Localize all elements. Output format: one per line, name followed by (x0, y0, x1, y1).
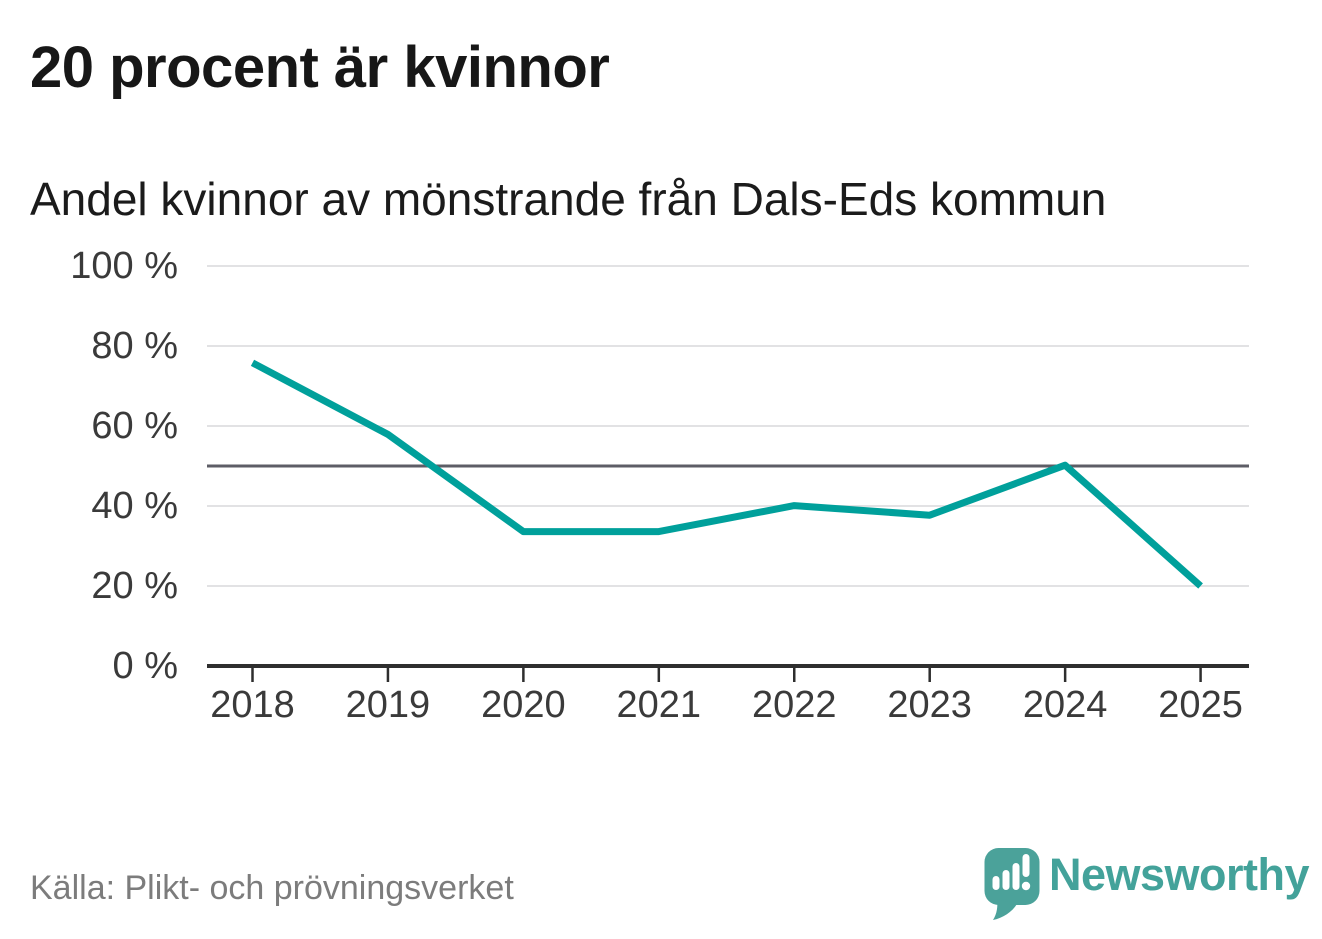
chart-subtitle: Andel kvinnor av mönstrande från Dals-Ed… (30, 173, 1107, 225)
source-caption: Källa: Plikt- och prövningsverket (30, 869, 514, 907)
y-axis-tick-label-60: 60 % (91, 405, 178, 447)
x-axis-tick-label-2019: 2019 (345, 684, 431, 726)
x-axis-tick-label-2024: 2024 (1022, 684, 1108, 726)
gridlines (207, 265, 1249, 587)
data-line-andel-kvinnor (250, 359, 1203, 589)
y-axis-tick-label-100: 100 % (70, 245, 178, 287)
chart-title: 20 procent är kvinnor (30, 35, 610, 100)
y-axis-tick-label-40: 40 % (91, 485, 178, 527)
bar-chart-and-exclamation-glyph (992, 854, 1031, 891)
x-axis-tick-marks (251, 668, 1202, 682)
y-axis-tick-label-0: 0 % (112, 645, 178, 687)
x-axis-tick-label-2021: 2021 (616, 684, 702, 726)
x-axis-tick-label-2022: 2022 (751, 684, 837, 726)
x-axis-tick-label-2023: 2023 (887, 684, 972, 726)
line-chart-plot-area (207, 265, 1249, 682)
newsworthy-logo-icon (984, 848, 1040, 920)
x-axis-tick-label-2025: 2025 (1158, 684, 1243, 726)
x-axis-tick-label-2020: 2020 (481, 684, 566, 726)
x-axis-tick-label-2018: 2018 (210, 684, 295, 726)
newsworthy-logo-text: Newsworthy (1049, 849, 1310, 900)
y-axis-tick-label-80: 80 % (91, 325, 178, 367)
y-axis-tick-label-20: 20 % (91, 565, 178, 607)
